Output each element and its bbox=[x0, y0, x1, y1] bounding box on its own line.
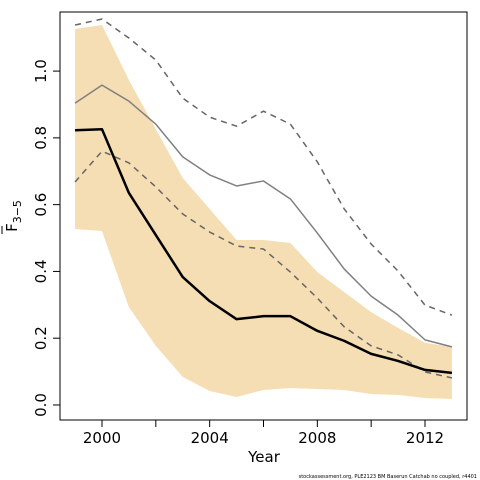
y-tick-label-group: 0.4 bbox=[32, 259, 50, 283]
y-tick-label: 0.0 bbox=[32, 393, 50, 417]
y-tick-label: 0.8 bbox=[32, 126, 50, 150]
plot-area: 2000 2004 2008 2012 0.0 0.2 0.4 0.6 0.8 1.0 bbox=[32, 11, 468, 447]
y-tick-label: 0.2 bbox=[32, 326, 50, 350]
y-axis-label: F3−5 bbox=[1, 200, 24, 234]
series-line bbox=[74, 150, 453, 379]
x-axis-label: Year bbox=[247, 448, 281, 466]
y-tick-label-group: 0.2 bbox=[32, 326, 50, 350]
series-line bbox=[75, 127, 453, 375]
y-tick-label-group: 0.6 bbox=[32, 193, 50, 217]
y-tick-label-group: 1.0 bbox=[32, 59, 50, 83]
confidence-band bbox=[75, 25, 452, 399]
x-tick-label: 2000 bbox=[83, 429, 121, 447]
y-tick-label: 0.4 bbox=[32, 259, 50, 283]
x-tick-label: 2012 bbox=[406, 429, 444, 447]
y-tick-label: 1.0 bbox=[32, 59, 50, 83]
series-line bbox=[74, 18, 453, 316]
y-tick-label: 0.6 bbox=[32, 193, 50, 217]
x-tick-label: 2004 bbox=[191, 429, 229, 447]
x-tick-label: 2008 bbox=[298, 429, 336, 447]
series-line bbox=[74, 84, 453, 348]
y-axis-symbol: F3−5 bbox=[3, 200, 24, 232]
y-tick-label-group: 0.8 bbox=[32, 126, 50, 150]
footnote: stockassessment.org, PLE2123 BM Baserun … bbox=[299, 474, 477, 480]
y-label-symbol: F bbox=[3, 223, 21, 232]
y-tick-label-group: 0.0 bbox=[32, 393, 50, 417]
y-label-subscript: 3−5 bbox=[11, 200, 24, 223]
